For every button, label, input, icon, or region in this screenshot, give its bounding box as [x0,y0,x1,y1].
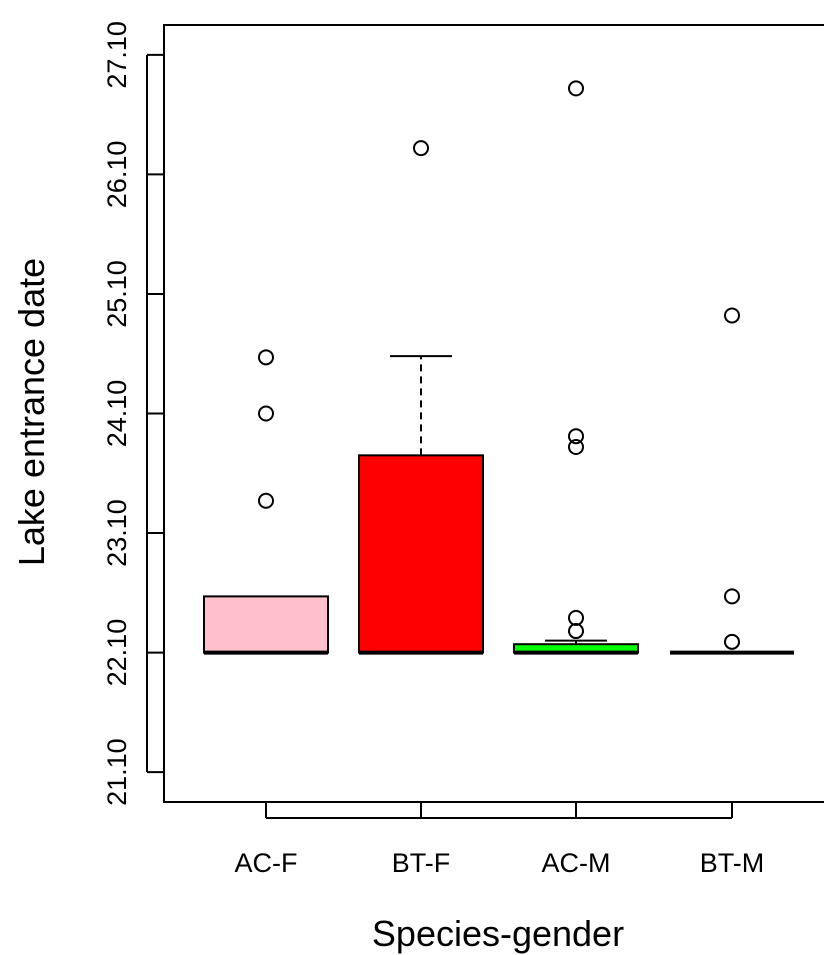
x-axis-ticks: AC-F BT-F AC-M BT-M [235,802,765,878]
boxes-group [203,80,794,655]
outlier-point [413,140,429,157]
plot-frame [163,24,824,803]
box-ac-m [513,80,639,655]
outlier-point [568,428,584,445]
box-bt-m [670,307,794,655]
outlier-point [724,307,740,324]
y-axis-title: Lake entrance date [11,258,52,566]
y-tick-label: 23.10 [102,499,132,567]
y-tick-label: 21.10 [102,738,132,806]
y-axis-ticks: 21.10 22.10 23.10 24.10 25.10 26.10 27.10 [102,21,164,806]
x-tick-label: AC-M [542,848,611,878]
outlier-point [724,588,740,605]
y-tick-label: 26.10 [102,141,132,209]
outlier-point [258,492,274,509]
x-tick-label: AC-F [235,848,298,878]
outlier-point [568,438,584,455]
outlier-point [568,623,584,640]
box-body [203,595,329,654]
outlier-point [568,609,584,626]
box-body [358,454,484,654]
y-tick-label: 25.10 [102,260,132,328]
y-tick-label: 27.10 [102,21,132,89]
box-bt-f [358,140,484,655]
outlier-point [258,405,274,422]
x-tick-label: BT-M [700,848,765,878]
x-tick-label: BT-F [392,848,451,878]
y-tick-label: 22.10 [102,619,132,687]
y-tick-label: 24.10 [102,380,132,448]
outlier-point [724,633,740,650]
box-ac-f [203,349,329,655]
x-axis-title: Species-gender [372,913,624,954]
outlier-point [258,349,274,366]
outlier-point [568,80,584,97]
